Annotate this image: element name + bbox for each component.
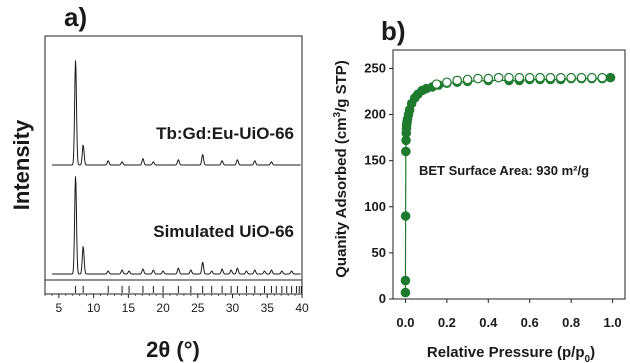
adsorption-point bbox=[401, 146, 411, 157]
desorption-point bbox=[431, 79, 442, 89]
panel-a-x-ticks: 5 10 15 20 25 30 35 40 bbox=[44, 294, 309, 315]
desorption-point bbox=[524, 72, 535, 83]
panel-a-label: a) bbox=[64, 2, 87, 32]
x-tick-label: 0.2 bbox=[438, 315, 456, 330]
desorption-point bbox=[566, 72, 576, 83]
xrd-trace-tb-gd-eu bbox=[51, 60, 301, 166]
y-tick-label: 0 bbox=[379, 291, 386, 306]
panel-a-traces bbox=[51, 60, 301, 275]
x-axis-title-2theta: 2θ (°) bbox=[146, 337, 200, 362]
y-axis-title-intensity: Intensity bbox=[9, 119, 34, 210]
panel-b-label: b) bbox=[381, 16, 406, 46]
y-tick-label: 50 bbox=[372, 245, 386, 260]
desorption-point bbox=[535, 72, 545, 83]
y-tick-label: 150 bbox=[364, 153, 386, 168]
x-tick-label: 15 bbox=[122, 301, 136, 315]
y-axis-title-sup: 3 bbox=[332, 111, 343, 117]
x-tick-label: 20 bbox=[156, 301, 170, 315]
desorption-point bbox=[587, 72, 597, 83]
desorption-point bbox=[473, 73, 483, 84]
desorption-point bbox=[452, 75, 463, 86]
isotherm-points bbox=[400, 72, 616, 298]
series-label-simulated: Simulated UiO-66 bbox=[153, 222, 294, 241]
x-axis-title-relative-pressure: Relative Pressure (p/p0) bbox=[427, 344, 595, 363]
x-tick-label: 30 bbox=[226, 301, 240, 315]
x-tick-label: 35 bbox=[261, 301, 275, 315]
x-axis-title-close: ) bbox=[590, 344, 595, 361]
x-tick-label: 10 bbox=[87, 301, 101, 315]
panel-a: a) 5 10 15 20 25 30 35 40 Tb:Gd:Eu-UiO-66 Simul… bbox=[9, 2, 309, 362]
y-tick-label: 200 bbox=[364, 107, 386, 122]
x-tick-label: 25 bbox=[191, 301, 205, 315]
panel-a-frame bbox=[44, 35, 303, 295]
x-axis-title-sub: 0 bbox=[585, 354, 591, 363]
isotherm-line bbox=[404, 77, 611, 293]
reflection-ticks bbox=[75, 286, 302, 293]
y-axis-title-main: Quanity Adsorbed (cm bbox=[333, 117, 350, 277]
desorption-point bbox=[504, 72, 514, 83]
adsorption-line bbox=[404, 77, 611, 293]
x-tick-label: 0.4 bbox=[479, 315, 498, 330]
adsorption-point bbox=[400, 275, 411, 286]
desorption-point bbox=[493, 72, 504, 83]
desorption-point bbox=[483, 73, 494, 84]
panel-b-x-ticks: 0.0 0.2 0.4 0.6 0.8 1.0 bbox=[396, 299, 622, 330]
panel-b-y-ticks: 0 50 100 150 200 250 bbox=[364, 60, 393, 306]
x-tick-label: 0.6 bbox=[521, 315, 539, 330]
desorption-point bbox=[442, 77, 452, 88]
desorption-point bbox=[597, 72, 608, 83]
panel-b: b) 0 50 100 150 200 250 0.0 0.2 0.4 0.6 0.8 1.0 BE… bbox=[332, 16, 626, 363]
desorption-point bbox=[555, 72, 566, 83]
y-axis-title-quantity: Quanity Adsorbed (cm3/g STP) bbox=[332, 60, 350, 278]
adsorption-point bbox=[605, 72, 616, 83]
y-tick-label: 250 bbox=[364, 60, 386, 75]
panel-b-frame bbox=[392, 49, 626, 300]
desorption-point bbox=[576, 72, 587, 83]
x-tick-label: 0.8 bbox=[562, 315, 580, 330]
x-axis-title-main: Relative Pressure (p/p bbox=[427, 344, 585, 361]
x-tick-label: 1.0 bbox=[604, 315, 622, 330]
desorption-point bbox=[462, 74, 473, 85]
desorption-point bbox=[514, 72, 525, 83]
series-label-tb-gd-eu: Tb:Gd:Eu-UiO-66 bbox=[156, 124, 294, 143]
xrd-trace-simulated bbox=[51, 176, 301, 275]
x-tick-label: 5 bbox=[56, 301, 63, 315]
y-axis-title-rest: /g STP) bbox=[333, 60, 350, 112]
x-tick-label: 40 bbox=[295, 301, 309, 315]
adsorption-point bbox=[400, 287, 411, 298]
adsorption-point bbox=[400, 211, 411, 221]
desorption-point bbox=[545, 72, 556, 83]
x-tick-label: 0.0 bbox=[396, 315, 414, 330]
bet-annotation: BET Surface Area: 930 m²/g bbox=[419, 163, 589, 178]
y-tick-label: 100 bbox=[364, 199, 386, 214]
